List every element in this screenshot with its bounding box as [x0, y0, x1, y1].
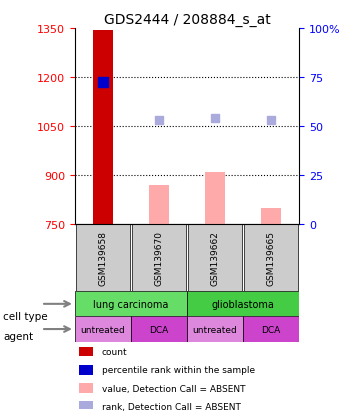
- Text: glioblastoma: glioblastoma: [212, 299, 274, 309]
- Point: [212, 115, 218, 122]
- Text: agent: agent: [3, 332, 34, 342]
- FancyBboxPatch shape: [75, 317, 131, 342]
- FancyBboxPatch shape: [75, 292, 187, 317]
- Text: GSM139662: GSM139662: [210, 230, 220, 285]
- FancyBboxPatch shape: [131, 317, 187, 342]
- Text: untreated: untreated: [193, 325, 237, 334]
- Bar: [261, 208, 281, 225]
- Bar: [149, 185, 169, 225]
- Text: GSM139670: GSM139670: [154, 230, 164, 285]
- Text: DCA: DCA: [261, 325, 281, 334]
- Bar: [93, 31, 113, 225]
- FancyBboxPatch shape: [187, 317, 243, 342]
- FancyBboxPatch shape: [187, 292, 299, 317]
- Title: GDS2444 / 208884_s_at: GDS2444 / 208884_s_at: [104, 12, 270, 26]
- Text: GSM139658: GSM139658: [98, 230, 107, 285]
- Bar: [79, 401, 93, 411]
- Text: DCA: DCA: [149, 325, 169, 334]
- Text: GSM139665: GSM139665: [267, 230, 276, 285]
- Text: count: count: [102, 347, 128, 356]
- Text: rank, Detection Call = ABSENT: rank, Detection Call = ABSENT: [102, 402, 241, 411]
- FancyBboxPatch shape: [132, 225, 186, 292]
- Text: value, Detection Call = ABSENT: value, Detection Call = ABSENT: [102, 384, 245, 393]
- Text: cell type: cell type: [3, 311, 48, 321]
- FancyBboxPatch shape: [188, 225, 242, 292]
- Bar: [79, 383, 93, 393]
- Bar: [79, 365, 93, 375]
- Text: untreated: untreated: [81, 325, 125, 334]
- FancyBboxPatch shape: [244, 225, 298, 292]
- Bar: [79, 347, 93, 356]
- Point: [156, 118, 162, 124]
- FancyBboxPatch shape: [243, 317, 299, 342]
- Bar: [205, 173, 225, 225]
- Text: lung carcinoma: lung carcinoma: [93, 299, 169, 309]
- Text: percentile rank within the sample: percentile rank within the sample: [102, 366, 255, 375]
- FancyBboxPatch shape: [76, 225, 130, 292]
- Point: [268, 118, 274, 124]
- Point: [100, 79, 105, 85]
